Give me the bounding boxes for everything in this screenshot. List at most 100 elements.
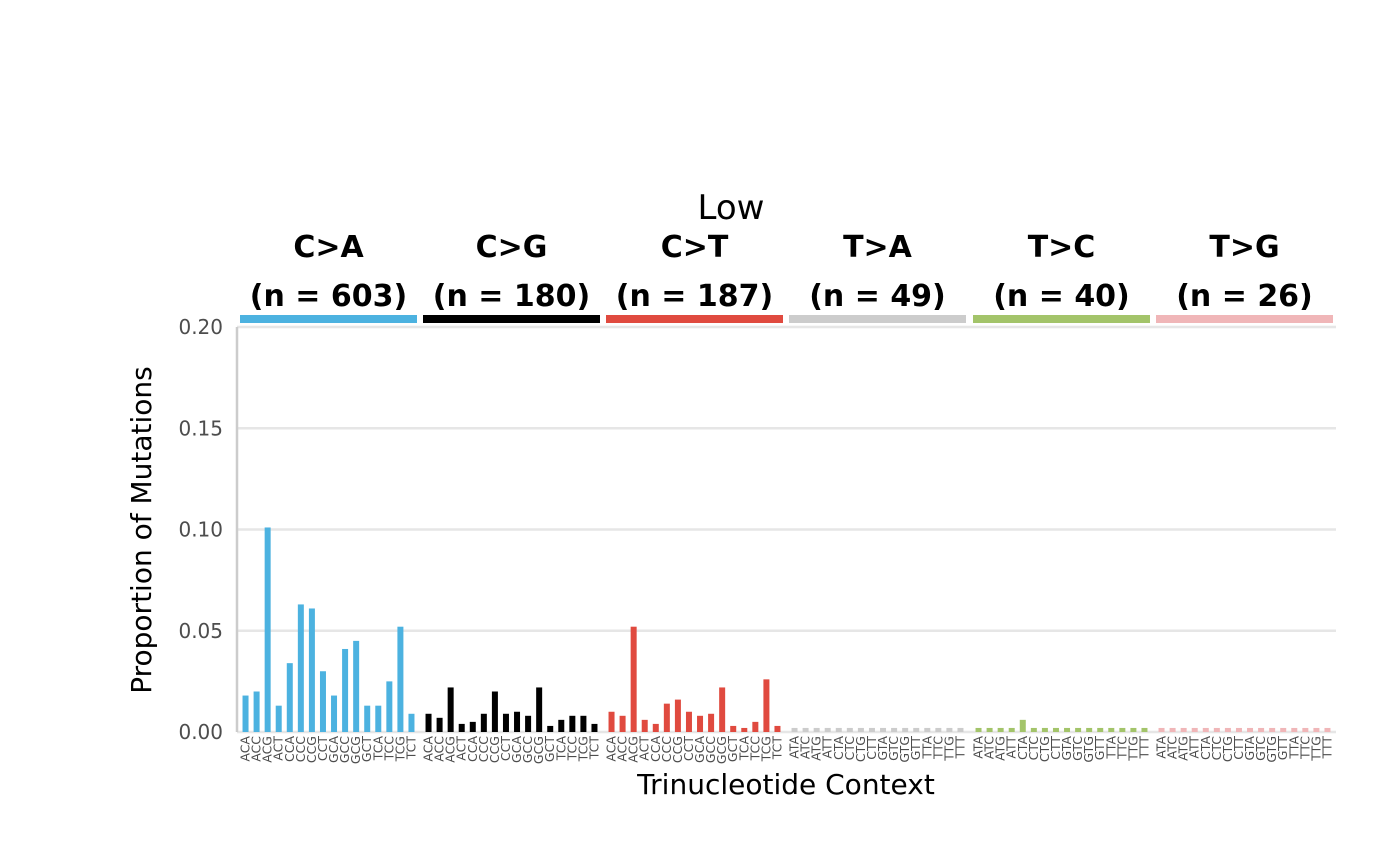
bar-T>C-CTA <box>1019 719 1026 732</box>
x-tick-label-C>A-ACC: ACC <box>249 736 264 762</box>
x-tick-label-T>G-CTG: CTG <box>1220 736 1235 762</box>
bar-T>C-TTT <box>1141 727 1148 732</box>
x-tick-label-C>G-ACT: ACT <box>454 736 469 761</box>
bar-C>G-CCA <box>469 721 476 732</box>
x-tick-label-T>C-ATA: ATA <box>971 736 986 759</box>
bar-T>G-GTT <box>1280 727 1287 732</box>
x-tick-label-C>T-TCA: TCA <box>736 736 751 762</box>
strip-count-T>G: (n = 26) <box>1176 279 1313 314</box>
bar-C>A-TCT <box>408 713 415 732</box>
x-tick-label-C>G-ACG: ACG <box>443 736 458 763</box>
x-tick-label-T>C-TTG: TTG <box>1125 736 1140 762</box>
x-tick-label-C>G-CCT: CCT <box>498 736 513 761</box>
x-tick-label-T>G-GTT: GTT <box>1275 736 1290 761</box>
x-tick-label-C>A-GCG: GCG <box>348 736 363 764</box>
x-tick-label-T>C-CTC: CTC <box>1026 736 1041 761</box>
bar-C>T-GCG <box>719 687 726 732</box>
bar-T>G-TTG <box>1313 727 1320 732</box>
bar-C>A-CCG <box>308 608 315 732</box>
x-tick-label-C>G-GCG: GCG <box>531 736 546 764</box>
bar-T>G-CTG <box>1224 727 1231 732</box>
bar-C>G-TCA <box>558 719 565 732</box>
chart-title: Low <box>698 188 765 228</box>
x-tick-label-T>C-ATT: ATT <box>1004 736 1019 759</box>
bar-C>A-ACT <box>275 705 282 732</box>
strip-color-bar-T>C <box>973 315 1150 323</box>
bar-T>C-GTG <box>1086 727 1093 732</box>
bar-T>G-CTT <box>1235 727 1242 732</box>
bar-C>A-TCG <box>397 626 404 732</box>
bar-T>G-ATC <box>1169 727 1176 732</box>
x-tick-labels: ACAACCACGACTCCACCCCCGCCTGCAGCCGCGGCTTCAT… <box>238 736 1335 765</box>
x-tick-label-C>G-TCT: TCT <box>586 736 601 761</box>
strip-count-C>A: (n = 603) <box>250 279 407 314</box>
x-tick-label-C>A-GCC: GCC <box>337 736 352 763</box>
bar-C>G-CCG <box>491 691 498 732</box>
x-tick-label-C>T-GCG: GCG <box>714 736 729 764</box>
y-tick-label-0: 0.00 <box>178 720 223 744</box>
strip-label-T>G: T>G <box>1209 230 1279 265</box>
x-tick-label-C>G-CCG: CCG <box>487 736 502 763</box>
y-tick-labels: 0.00 0.05 0.10 0.15 0.20 <box>178 315 223 744</box>
bar-T>C-GTA <box>1064 727 1071 732</box>
bar-C>A-GCG <box>353 640 360 732</box>
bar-T>C-CTG <box>1041 727 1048 732</box>
bar-C>T-CCC <box>663 703 670 732</box>
x-tick-label-T>A-GTA: GTA <box>875 736 890 761</box>
x-tick-label-T>G-ATC: ATC <box>1165 736 1180 759</box>
x-tick-label-T>A-GTG: GTG <box>897 736 912 763</box>
x-tick-label-C>G-TCA: TCA <box>553 736 568 762</box>
x-tick-label-T>G-ATA: ATA <box>1154 736 1169 759</box>
bar-T>C-GTT <box>1097 727 1104 732</box>
bar-T>A-GTG <box>902 727 909 732</box>
y-tick-label-4: 0.20 <box>178 315 223 339</box>
x-tick-label-C>T-TCG: TCG <box>758 736 773 762</box>
x-tick-label-T>A-GTT: GTT <box>908 736 923 761</box>
x-tick-label-T>G-TTC: TTC <box>1297 736 1312 760</box>
bar-T>A-TTC <box>935 727 942 732</box>
bar-C>G-GCC <box>525 715 532 732</box>
bar-C>T-TCA <box>741 727 748 732</box>
bar-C>A-ACG <box>264 527 271 732</box>
strip-count-T>A: (n = 49) <box>809 279 946 314</box>
x-tick-label-T>G-ATT: ATT <box>1187 736 1202 759</box>
bar-T>C-GTC <box>1075 727 1082 732</box>
x-tick-label-T>C-CTG: CTG <box>1037 736 1052 762</box>
bar-T>A-TTA <box>924 727 931 732</box>
x-tick-label-C>T-CCG: CCG <box>670 736 685 763</box>
x-tick-label-C>A-GCA: GCA <box>326 736 341 763</box>
x-tick-label-T>A-CTT: CTT <box>864 736 879 760</box>
bar-C>G-TCC <box>569 715 576 732</box>
bar-T>A-GTC <box>891 727 898 732</box>
bar-T>A-CTA <box>835 727 842 732</box>
x-tick-label-T>G-GTA: GTA <box>1242 736 1257 761</box>
x-tick-label-C>A-TCT: TCT <box>403 736 418 761</box>
x-tick-label-C>T-GCC: GCC <box>703 736 718 763</box>
bar-T>A-GTT <box>913 727 920 732</box>
bar-T>C-CTC <box>1030 727 1037 732</box>
bar-C>T-ACC <box>619 715 626 732</box>
x-tick-label-T>C-GTA: GTA <box>1059 736 1074 761</box>
bar-C>T-ACG <box>630 626 637 732</box>
x-tick-label-T>A-TTA: TTA <box>919 736 934 760</box>
bar-T>G-GTA <box>1247 727 1254 732</box>
strip-count-T>C: (n = 40) <box>993 279 1130 314</box>
x-tick-label-T>C-GTC: GTC <box>1070 736 1085 761</box>
x-tick-label-C>T-CCC: CCC <box>659 736 674 762</box>
bar-T>G-ATA <box>1158 727 1165 732</box>
y-tick-label-2: 0.10 <box>178 518 223 542</box>
x-tick-label-T>A-ATA: ATA <box>787 736 802 759</box>
x-tick-label-C>G-CCA: CCA <box>465 736 480 762</box>
strip-label-T>C: T>C <box>1028 230 1096 265</box>
x-tick-label-T>C-GTG: GTG <box>1081 736 1096 763</box>
bar-C>A-TCC <box>386 681 393 732</box>
bar-T>G-CTA <box>1202 727 1209 732</box>
x-tick-label-T>C-TTC: TTC <box>1114 736 1129 760</box>
bar-C>A-CCA <box>286 663 293 732</box>
bar-C>T-TCC <box>752 721 759 732</box>
x-tick-label-C>G-TCC: TCC <box>564 736 579 762</box>
bar-T>G-GTG <box>1269 727 1276 732</box>
bar-T>A-CTG <box>857 727 864 732</box>
x-tick-label-T>C-GTT: GTT <box>1092 736 1107 761</box>
